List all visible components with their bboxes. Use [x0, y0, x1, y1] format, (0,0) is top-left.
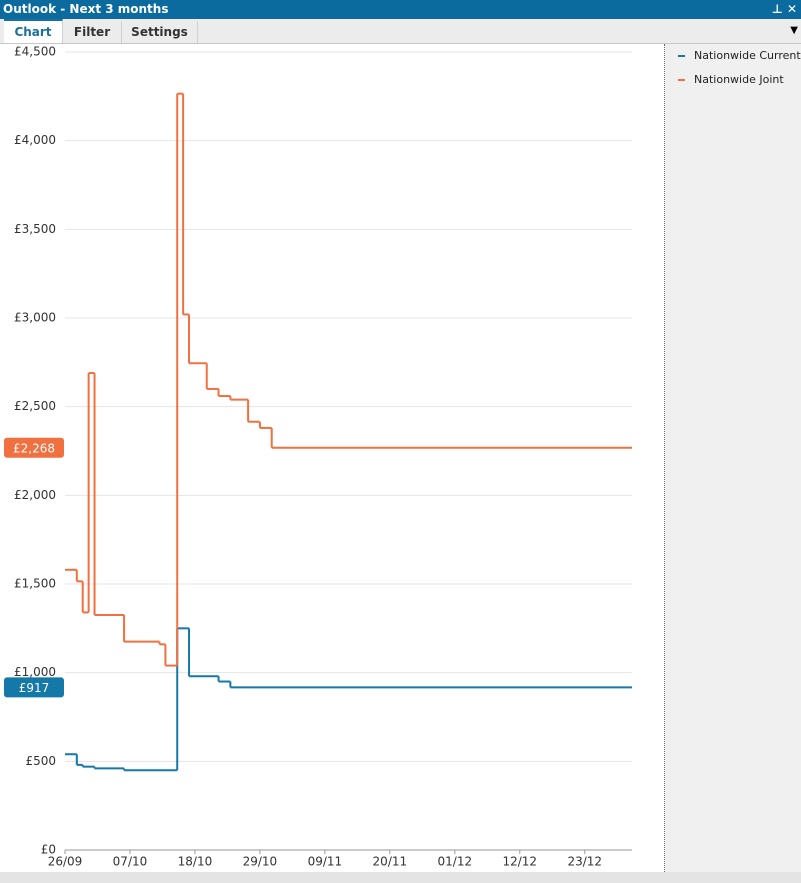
tab-strip: Chart Filter Settings ▼	[0, 19, 801, 44]
y-tick-label: £2,500	[14, 399, 56, 413]
current-value-badge	[4, 677, 64, 698]
y-tick-label: £2,000	[14, 488, 56, 502]
title-bar: Outlook - Next 3 months ⊥ ✕	[0, 0, 801, 19]
tab[interactable]: Chart	[4, 19, 63, 43]
y-tick-label: £1,000	[14, 665, 56, 679]
window-controls[interactable]: ⊥ ✕	[771, 2, 797, 16]
current-value-badge	[4, 437, 64, 458]
legend: Nationwide Current Nationwide Joint	[668, 44, 801, 92]
legend-label: Nationwide Current	[694, 49, 801, 62]
x-tick-label: 20/11	[373, 855, 408, 869]
window-title: Outlook - Next 3 months	[3, 2, 169, 16]
x-tick-label: 18/10	[178, 855, 213, 869]
x-tick-label: 07/10	[113, 855, 148, 869]
x-tick-label: 01/12	[438, 855, 473, 869]
current-value-label: £2,268	[13, 441, 55, 455]
current-value-label: £917	[19, 681, 50, 695]
x-tick-label: 12/12	[502, 855, 537, 869]
legend-swatch	[678, 79, 685, 81]
y-tick-label: £3,500	[14, 222, 56, 236]
legend-item[interactable]: Nationwide Current	[668, 44, 801, 68]
y-tick-label: £0	[41, 843, 56, 857]
tab[interactable]: Filter	[63, 21, 122, 43]
chart: £0 £500 £1,000 £1,500 £2,000 £2,500 £3,000 £3,5…	[4, 45, 632, 869]
y-tick-label: £4,500	[14, 45, 56, 59]
legend-item[interactable]: Nationwide Joint	[668, 68, 801, 92]
legend-label: Nationwide Joint	[694, 73, 784, 86]
legend-swatch	[678, 55, 685, 57]
x-tick-label: 09/11	[308, 855, 343, 869]
tab[interactable]: Settings	[122, 21, 198, 43]
x-tick-label: 23/12	[567, 855, 602, 869]
y-tick-label: £1,500	[14, 577, 56, 591]
status-bar	[0, 872, 801, 883]
y-tick-label: £500	[25, 754, 56, 768]
y-tick-label: £4,000	[14, 133, 56, 147]
tab-menu[interactable]: ▼	[790, 25, 798, 36]
y-tick-label: £3,000	[14, 311, 56, 325]
x-tick-label: 29/10	[243, 855, 278, 869]
chart-panel: £0 £500 £1,000 £1,500 £2,000 £2,500 £3,000 £3,5…	[0, 44, 665, 872]
x-tick-label: 26/09	[48, 855, 83, 869]
